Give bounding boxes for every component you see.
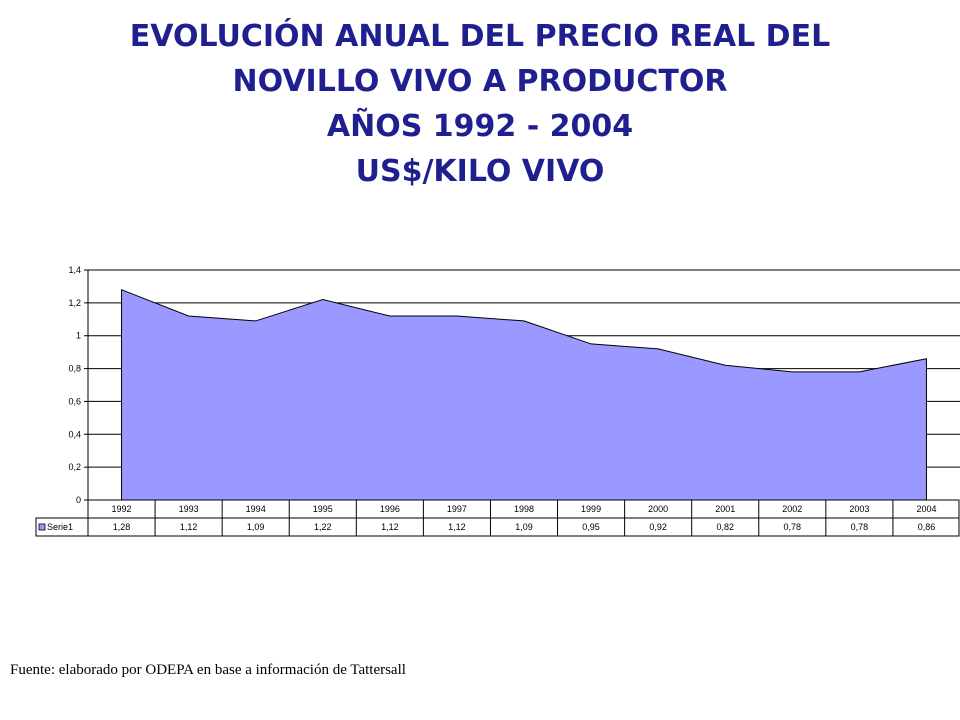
x-tick-label: 2002 xyxy=(782,504,802,514)
x-tick-label: 1994 xyxy=(246,504,266,514)
x-tick-label: 1992 xyxy=(112,504,132,514)
data-label: 0,78 xyxy=(851,522,869,532)
series-area-serie1 xyxy=(121,288,927,501)
title-line-2: NOVILLO VIVO A PRODUCTOR xyxy=(232,64,728,99)
y-tick-label: 1,2 xyxy=(68,298,81,308)
y-tick-label: 1,4 xyxy=(68,265,81,275)
x-tick-label: 2001 xyxy=(715,504,735,514)
y-tick-label: 0,4 xyxy=(68,429,81,439)
legend-key-serie1 xyxy=(38,523,46,531)
data-label: 0,95 xyxy=(582,522,600,532)
data-label: 1,28 xyxy=(113,522,131,532)
data-label: 1,09 xyxy=(515,522,533,532)
x-tick-label: 1998 xyxy=(514,504,534,514)
data-label: 1,12 xyxy=(180,522,198,532)
x-tick-label: 1993 xyxy=(179,504,199,514)
data-label: 0,86 xyxy=(918,522,936,532)
y-tick-label: 0,6 xyxy=(68,396,81,406)
data-label: 0,78 xyxy=(784,522,802,532)
y-tick-label: 0 xyxy=(76,495,81,505)
data-table-value-row xyxy=(35,517,960,537)
data-label: 1,22 xyxy=(314,522,332,532)
x-tick-label: 1997 xyxy=(447,504,467,514)
x-tick-label: 2003 xyxy=(849,504,869,514)
area-chart: 0 0,2 0,4 0,6 0,8 1 1,2 1,4 1992 1993 1994 1995 1996… xyxy=(35,265,960,537)
chart-title: EVOLUCIÓN ANUAL DEL PRECIO REAL DEL NOVI… xyxy=(0,14,960,194)
y-tick-label: 0,8 xyxy=(68,364,81,374)
data-label: 1,12 xyxy=(448,522,466,532)
source-note: Fuente: elaborado por ODEPA en base a in… xyxy=(10,662,406,678)
data-label: 1,09 xyxy=(247,522,265,532)
title-line-3: AÑOS 1992 - 2004 xyxy=(326,109,634,144)
legend-label-serie1: Serie1 xyxy=(47,522,73,532)
data-label: 1,12 xyxy=(381,522,399,532)
x-tick-label: 2004 xyxy=(916,504,936,514)
x-tick-label: 1996 xyxy=(380,504,400,514)
y-tick-label: 0,2 xyxy=(68,462,81,472)
data-label: 0,92 xyxy=(649,522,667,532)
x-tick-label: 1995 xyxy=(313,504,333,514)
data-label: 0,82 xyxy=(716,522,734,532)
x-tick-label: 1999 xyxy=(581,504,601,514)
y-tick-label: 1 xyxy=(76,331,81,341)
x-tick-label: 2000 xyxy=(648,504,668,514)
title-line-4: US$/KILO VIVO xyxy=(355,154,605,189)
title-line-1: EVOLUCIÓN ANUAL DEL PRECIO REAL DEL xyxy=(129,19,831,54)
